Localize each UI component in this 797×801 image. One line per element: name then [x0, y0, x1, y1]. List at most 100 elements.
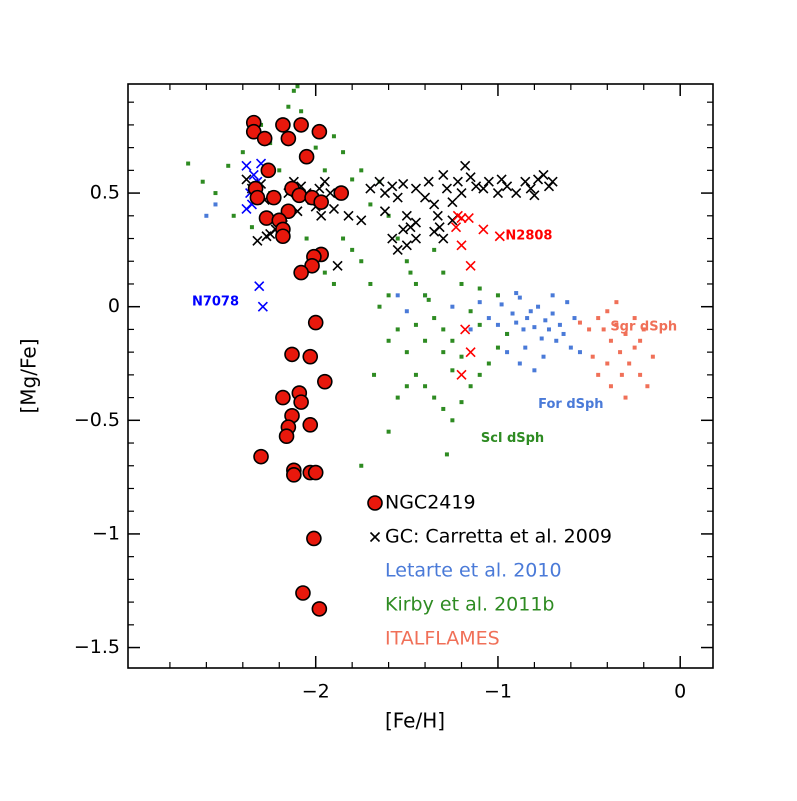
data-point — [577, 320, 582, 325]
data-point — [450, 368, 455, 373]
data-point — [456, 369, 467, 380]
data-point — [304, 257, 320, 274]
data-point — [608, 384, 613, 389]
data-point — [623, 395, 628, 400]
data-point — [241, 203, 252, 215]
data-point — [240, 150, 245, 155]
data-point — [517, 361, 522, 366]
data-point — [325, 188, 336, 199]
data-point — [638, 338, 643, 343]
data-point — [441, 350, 446, 355]
data-point — [426, 297, 431, 302]
data-point — [313, 145, 318, 150]
data-point — [350, 247, 355, 252]
data-point — [561, 331, 566, 336]
data-point — [226, 163, 231, 168]
x-tick-label: −2 — [302, 681, 330, 703]
data-point — [632, 316, 637, 321]
data-point — [499, 302, 504, 307]
data-point — [550, 293, 555, 298]
data-point — [377, 304, 382, 309]
data-point — [395, 395, 400, 400]
y-tick-label: −0.5 — [74, 409, 120, 431]
data-point — [386, 429, 391, 434]
data-point — [456, 240, 467, 251]
data-point — [495, 293, 500, 298]
x-tick-label: −1 — [484, 681, 512, 703]
data-point — [213, 191, 218, 196]
data-point — [550, 311, 555, 316]
data-point — [286, 104, 291, 109]
data-point — [432, 210, 443, 221]
y-tick-label: −1.5 — [74, 636, 120, 658]
data-point — [465, 347, 476, 358]
data-point — [423, 384, 428, 389]
data-point — [293, 117, 309, 133]
data-point — [505, 350, 510, 355]
data-point — [572, 316, 577, 321]
legend-label: Letarte et al. 2010 — [385, 560, 562, 582]
data-point — [302, 348, 319, 365]
data-point — [401, 210, 412, 221]
data-point — [456, 188, 467, 199]
data-point — [523, 345, 528, 350]
legend-marker — [369, 531, 381, 543]
data-point — [450, 304, 455, 309]
data-point — [438, 233, 449, 244]
data-point — [468, 384, 473, 389]
data-point — [543, 318, 548, 323]
data-point — [241, 160, 252, 171]
data-point — [299, 109, 304, 114]
data-point — [306, 530, 322, 547]
annotation: N7078 — [192, 295, 239, 310]
data-point — [295, 585, 311, 601]
data-point — [459, 354, 464, 359]
data-point — [645, 384, 650, 389]
data-point — [538, 169, 549, 180]
data-point — [447, 197, 458, 208]
data-point — [241, 174, 252, 185]
data-point — [596, 316, 601, 321]
data-point — [307, 314, 324, 331]
data-point — [257, 301, 268, 312]
data-point — [204, 213, 209, 218]
data-point — [423, 176, 434, 187]
data-point — [460, 160, 471, 171]
data-point — [432, 316, 437, 321]
data-point — [404, 309, 409, 314]
data-point — [213, 202, 218, 207]
annotation: For dSph — [538, 397, 603, 412]
data-point — [557, 322, 562, 327]
data-point — [432, 395, 437, 400]
data-point — [450, 222, 462, 233]
data-point — [463, 213, 474, 224]
data-point — [231, 213, 236, 218]
data-point — [374, 176, 385, 187]
data-point — [495, 345, 500, 350]
data-point — [249, 225, 254, 230]
data-point — [286, 467, 302, 483]
data-point — [486, 361, 491, 366]
data-point — [302, 417, 319, 433]
data-point — [452, 176, 463, 187]
data-point — [341, 150, 346, 155]
data-point — [465, 172, 476, 183]
data-point — [536, 304, 541, 309]
data-point — [395, 236, 400, 241]
data-point — [328, 203, 340, 215]
legend-label: NGC2419 — [385, 492, 476, 514]
data-point — [590, 354, 595, 359]
data-point — [401, 240, 412, 251]
data-point — [311, 601, 328, 617]
data-point — [395, 327, 400, 332]
data-point — [398, 178, 409, 190]
data-point — [356, 215, 367, 226]
data-point — [492, 188, 504, 199]
data-point — [494, 231, 505, 242]
data-point — [460, 324, 471, 335]
data-point — [546, 327, 551, 332]
data-point — [541, 354, 546, 359]
data-point — [331, 134, 336, 139]
data-point — [641, 327, 646, 332]
data-point — [298, 148, 315, 165]
